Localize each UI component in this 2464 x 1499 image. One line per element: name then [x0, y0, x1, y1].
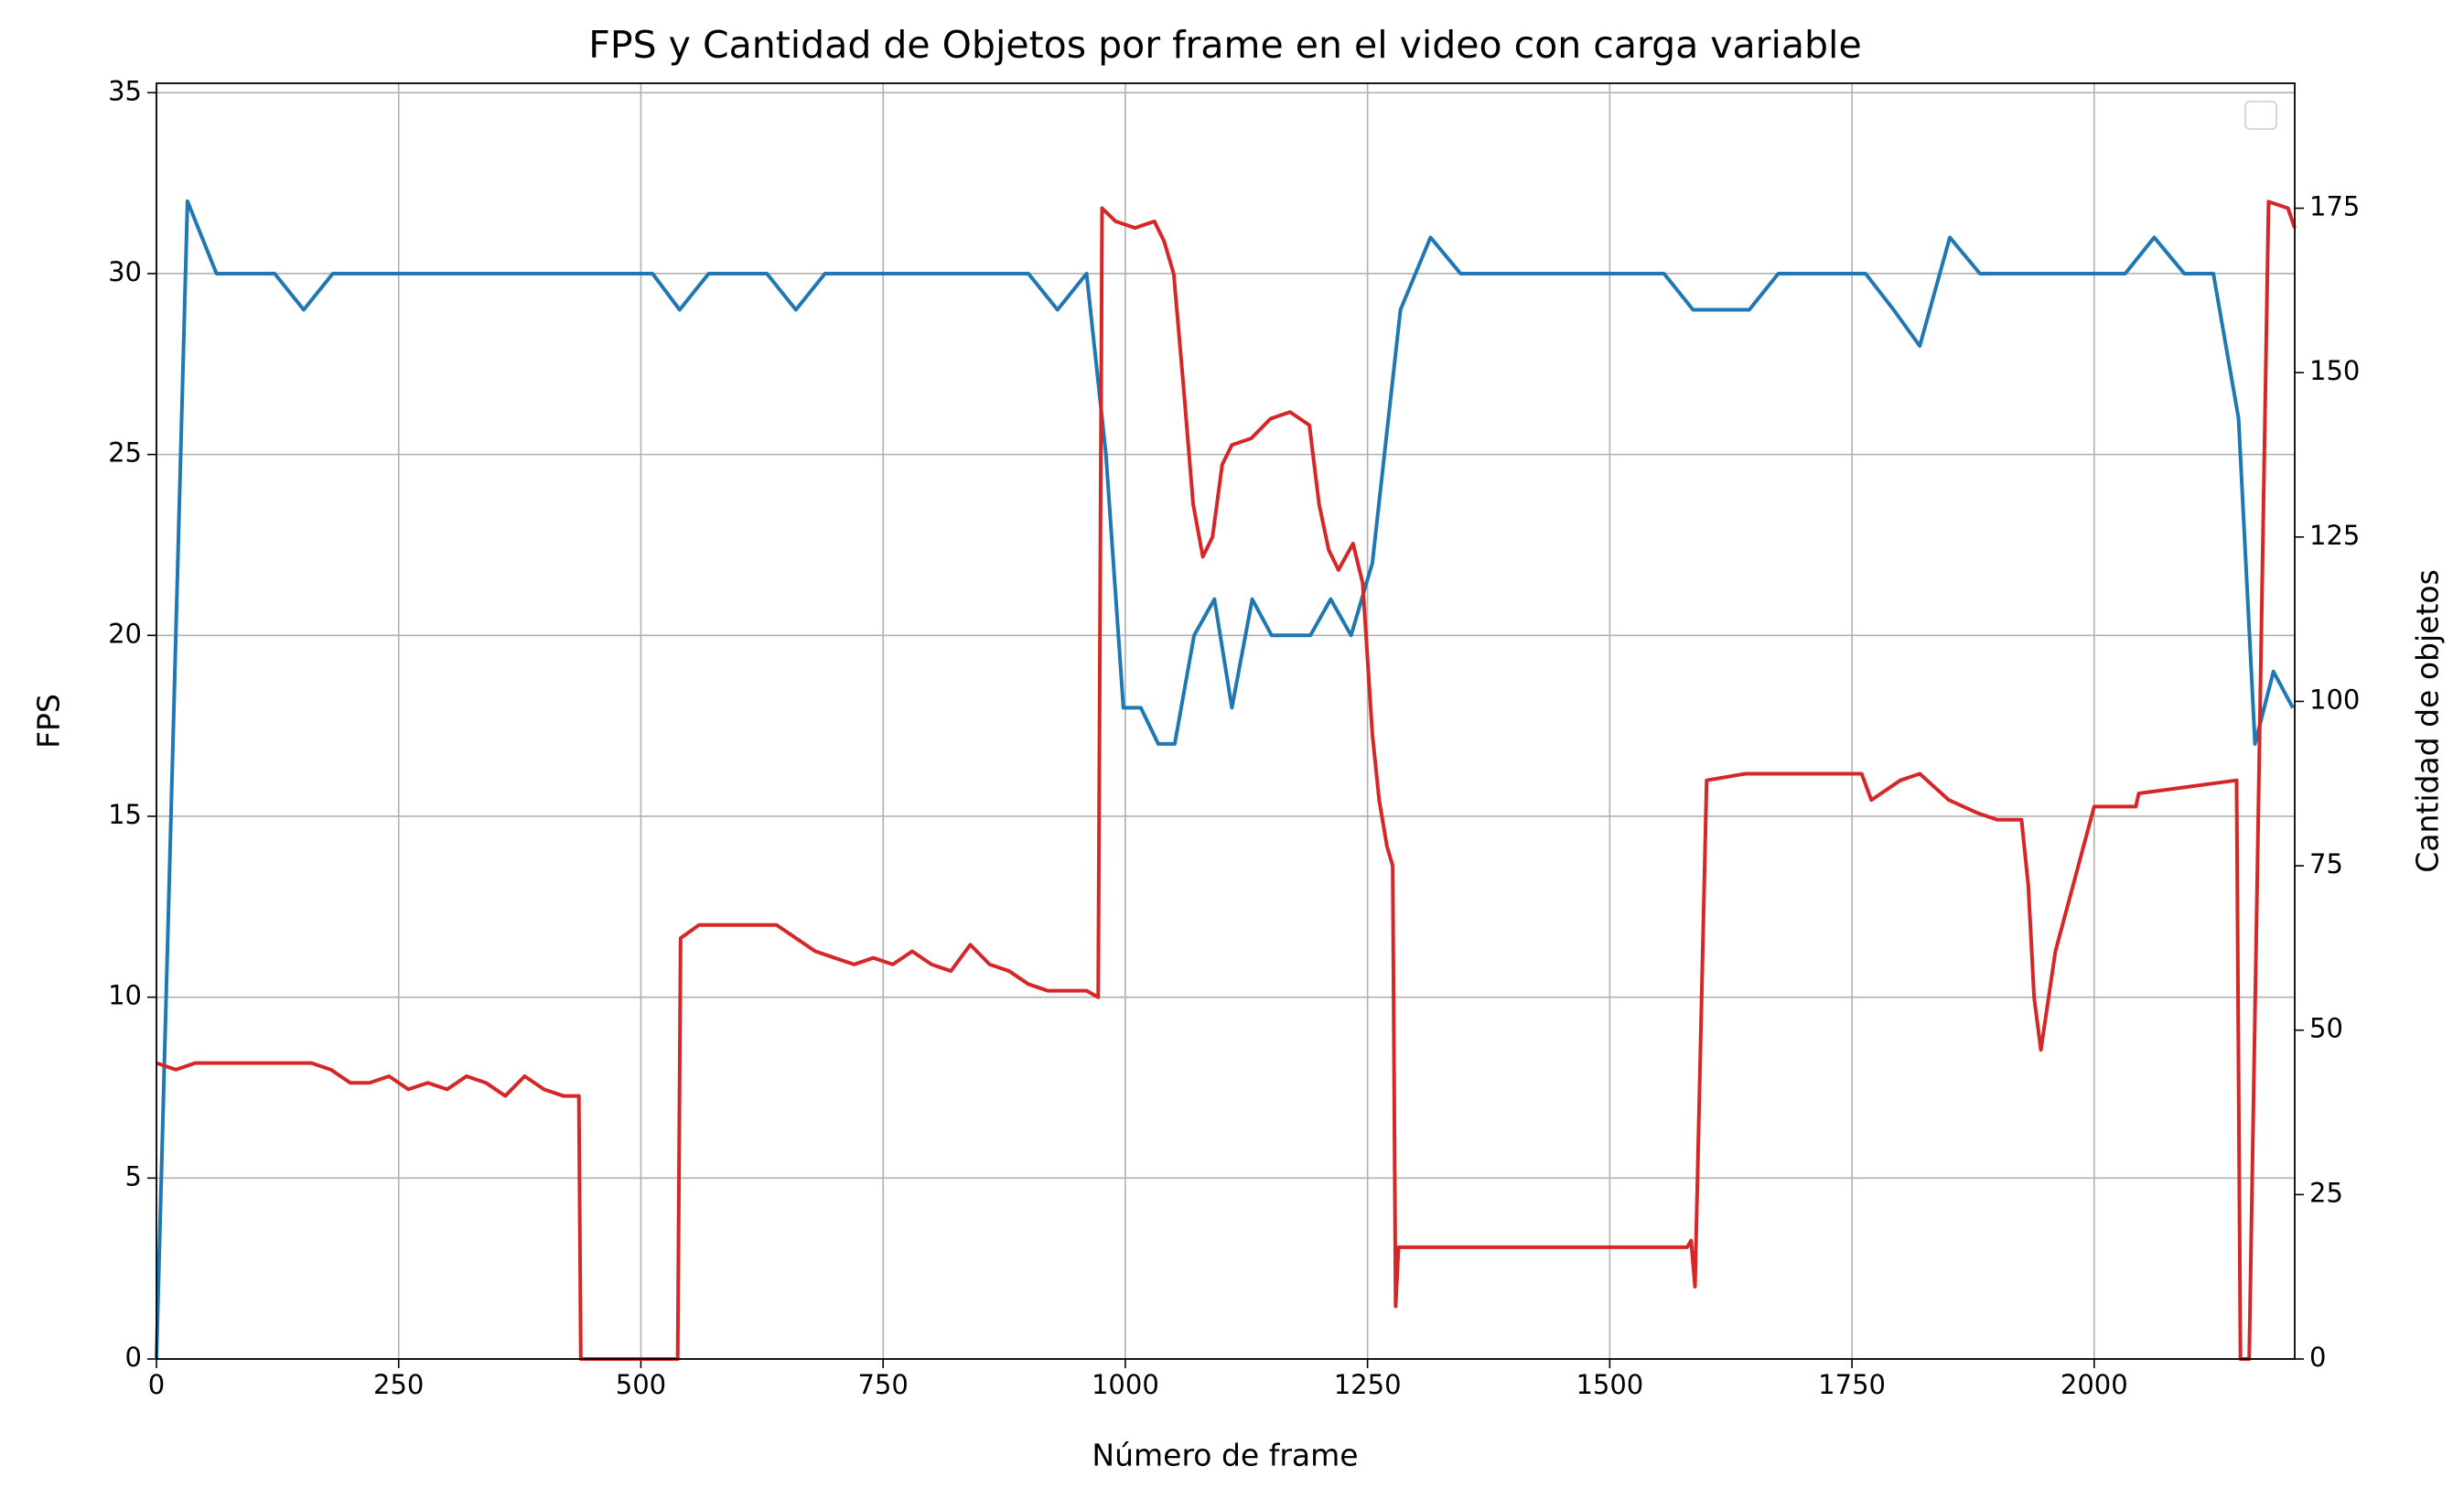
y-tick-label: 0 — [125, 1342, 142, 1373]
data-line — [156, 200, 2297, 1361]
x-tick-label: 1500 — [1576, 1369, 1643, 1400]
y-tick-label: 20 — [108, 618, 142, 649]
x-tick-label: 250 — [373, 1369, 424, 1400]
y-tick-label: 15 — [108, 799, 142, 830]
y2-tick-label: 125 — [2309, 520, 2360, 551]
y2-tick-label: 50 — [2309, 1013, 2343, 1044]
y2-tick-label: 25 — [2309, 1177, 2343, 1208]
x-tick-label: 500 — [616, 1369, 666, 1400]
x-tick-label: 750 — [857, 1369, 908, 1400]
x-axis-label: Número de frame — [1092, 1438, 1358, 1473]
plot-frame — [156, 82, 2296, 1360]
y2-axis-label: Cantidad de objetos — [2410, 569, 2446, 873]
y2-tick-label: 150 — [2309, 355, 2360, 386]
y2-tick-label: 75 — [2309, 848, 2343, 879]
x-tick-label: 0 — [148, 1369, 165, 1400]
y2-tick-label: 175 — [2309, 191, 2360, 222]
data-line — [155, 199, 2295, 1360]
y-tick-label: 5 — [125, 1160, 142, 1192]
y2-tick-label: 100 — [2309, 684, 2360, 715]
y-axis-label: FPS — [31, 694, 67, 749]
x-tick-label: 1750 — [1818, 1369, 1886, 1400]
chart-title: FPS y Cantidad de Objetos por frame en e… — [588, 23, 1861, 67]
x-tick-label: 1250 — [1334, 1369, 1402, 1400]
x-tick-label: 2000 — [2061, 1369, 2128, 1400]
legend — [2244, 101, 2277, 130]
y-tick-label: 35 — [108, 75, 142, 106]
x-tick-label: 1000 — [1092, 1369, 1159, 1400]
y-tick-label: 10 — [108, 980, 142, 1011]
y-tick-label: 30 — [108, 256, 142, 287]
y2-tick-label: 0 — [2309, 1342, 2326, 1373]
y-tick-label: 25 — [108, 437, 142, 469]
